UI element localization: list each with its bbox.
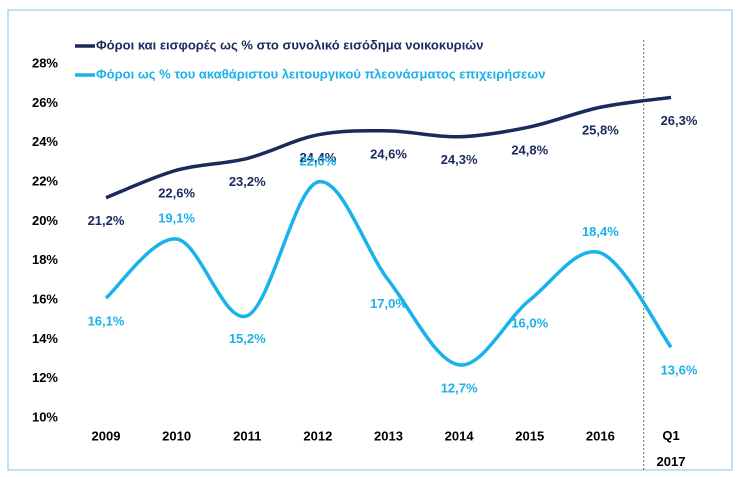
data-label: 19,1%: [158, 210, 195, 225]
y-tick-label: 24%: [32, 134, 58, 149]
data-label: 12,7%: [441, 380, 478, 395]
data-label: 21,2%: [88, 213, 125, 228]
data-label: 13,6%: [661, 363, 698, 378]
x-tick-label: 2011: [233, 428, 261, 443]
data-label: 24,6%: [370, 146, 407, 161]
line: [105, 95, 672, 200]
y-tick-label: 12%: [32, 370, 58, 385]
data-label: 26,3%: [661, 113, 698, 128]
data-label: 23,2%: [229, 174, 266, 189]
x-tick-label: 2014: [445, 428, 475, 443]
x-tick-label: 2009: [92, 428, 121, 443]
data-label: 24,4%: [299, 150, 336, 165]
y-tick-label: 16%: [32, 291, 58, 306]
data-label: 18,4%: [582, 224, 619, 239]
legend-label: Φόροι ως % του ακαθάριστου λειτουργικού …: [96, 66, 546, 81]
data-label: 22,6%: [158, 186, 195, 201]
legend-label: Φόροι και εισφορές ως % στο συνολικό εισ…: [96, 37, 484, 52]
data-label: 16,0%: [511, 315, 548, 330]
x-tick-label: 2016: [586, 428, 615, 443]
data-label: 17,0%: [370, 296, 407, 311]
frame: [7, 9, 733, 471]
x-tick-label: Q1 2017: [657, 428, 686, 469]
data-label: 24,8%: [511, 142, 548, 157]
y-tick-label: 14%: [32, 331, 58, 346]
y-tick-label: 26%: [32, 95, 58, 110]
x-tick-label: 2012: [303, 428, 332, 443]
data-label: 25,8%: [582, 123, 619, 138]
x-tick-label: 2015: [515, 428, 544, 443]
y-tick-label: 20%: [32, 213, 58, 228]
y-tick-label: 10%: [32, 409, 58, 424]
data-label: 16,1%: [88, 313, 125, 328]
x-tick-label: 2013: [374, 428, 403, 443]
data-label: 24,3%: [441, 152, 478, 167]
y-tick-label: 18%: [32, 252, 58, 267]
line: [104, 180, 673, 367]
y-tick-label: 22%: [32, 173, 58, 188]
x-tick-label: 2010: [162, 428, 191, 443]
data-label: 15,2%: [229, 331, 266, 346]
y-tick-label: 28%: [32, 55, 58, 70]
data-label: 22,0%: [299, 153, 336, 168]
